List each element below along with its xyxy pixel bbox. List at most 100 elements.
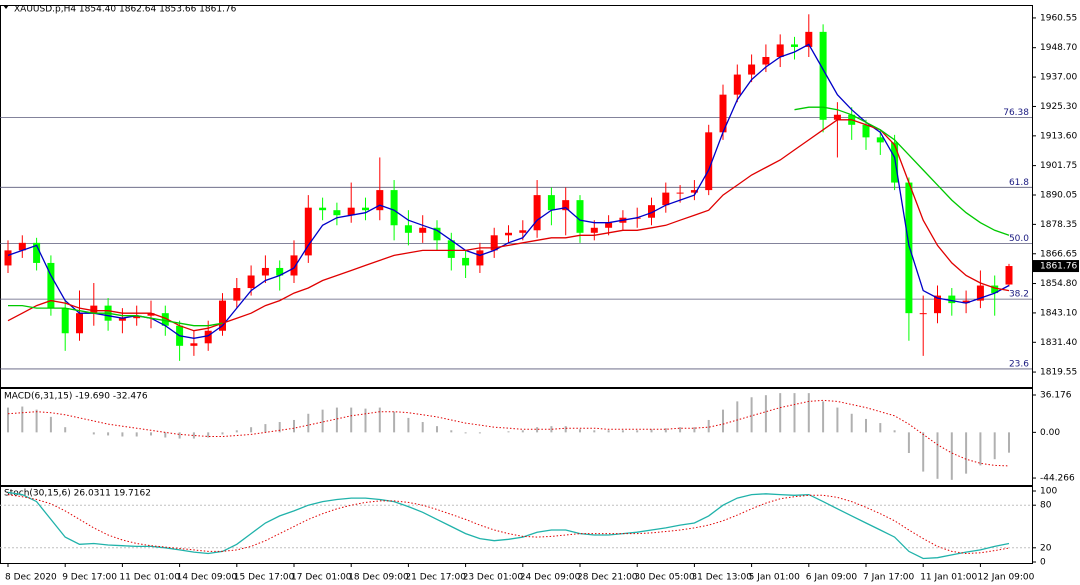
- y-tick-label: 1913.60: [1040, 131, 1077, 141]
- candle-body: [147, 313, 155, 316]
- moving-average: [7, 119, 1010, 332]
- candle-body: [662, 192, 670, 206]
- candle-body: [133, 315, 141, 319]
- candle-body: [733, 74, 741, 95]
- fibo-label: 38.2: [1009, 290, 1029, 300]
- candle-body: [61, 308, 69, 334]
- candle-body: [462, 257, 470, 266]
- x-tick-label: 17 Dec 01:00: [291, 573, 352, 583]
- y-tick-label: 1843.10: [1040, 308, 1077, 318]
- candle-body: [805, 31, 813, 47]
- candle-body: [190, 343, 198, 346]
- x-tick-label: 15 Dec 17:00: [234, 573, 295, 583]
- y-tick-label: 1948.70: [1040, 43, 1077, 53]
- macd-signal: [7, 399, 1010, 467]
- candle-body: [976, 285, 984, 301]
- candle-body: [433, 227, 441, 241]
- candle-body: [118, 318, 126, 321]
- y-tick-label: 36.176: [1040, 391, 1072, 401]
- y-tick-label: 1937.00: [1040, 73, 1077, 83]
- candle-body: [90, 305, 98, 314]
- last-price-label: 1861.76: [1040, 262, 1077, 272]
- x-tick-label: 21 Dec 17:00: [405, 573, 466, 583]
- fibo-label: 61.8: [1009, 178, 1029, 188]
- candle-body: [1005, 266, 1013, 285]
- candle-body: [319, 207, 327, 211]
- candle-body: [605, 222, 613, 228]
- moving-average: [7, 43, 1010, 339]
- panel-frame: [0, 5, 1033, 388]
- y-tick-label: 80: [1040, 501, 1052, 511]
- x-tick-label: 24 Dec 09:00: [520, 573, 581, 583]
- fibo-label: 50.0: [1009, 234, 1029, 244]
- candle-body: [304, 207, 312, 256]
- fibo-label: 23.6: [1009, 359, 1029, 369]
- y-tick-label: 1878.35: [1040, 220, 1077, 230]
- candle-body: [962, 300, 970, 304]
- candle-body: [505, 232, 512, 236]
- stoch-signal: [7, 494, 1010, 555]
- moving-average: [8, 106, 1010, 327]
- candle-body: [748, 64, 756, 75]
- candle-body: [776, 44, 784, 57]
- candle-body: [18, 242, 26, 251]
- candle-body: [333, 210, 341, 216]
- candle-body: [47, 262, 55, 309]
- candle-body: [905, 182, 913, 314]
- y-tick-label: 1925.30: [1040, 102, 1077, 112]
- candle-body: [862, 124, 870, 138]
- x-tick-label: 14 Dec 09:00: [177, 573, 238, 583]
- candle-body: [948, 295, 956, 304]
- candle-body: [791, 44, 798, 47]
- x-tick-label: 11 Jan 01:00: [920, 573, 977, 583]
- candle-body: [762, 56, 770, 65]
- y-tick-label: -44.266: [1040, 474, 1075, 484]
- candle-body: [347, 207, 355, 216]
- stoch-main: [7, 491, 1010, 560]
- last-price-box: [1033, 260, 1079, 273]
- candle-body: [934, 295, 941, 314]
- x-tick-label: 9 Dec 17:00: [62, 573, 117, 583]
- candle-body: [676, 192, 684, 194]
- candle-body: [590, 227, 598, 233]
- y-tick-label: 1831.40: [1040, 338, 1077, 348]
- x-tick-label: 5 Jan 01:00: [749, 573, 801, 583]
- candle-body: [833, 114, 841, 120]
- macd-title: MACD(6,31,15) -19.690 -32.476: [4, 392, 148, 402]
- x-tick-label: 11 Dec 01:00: [119, 573, 180, 583]
- fibo-label: 76.38: [1003, 108, 1029, 118]
- candle-body: [690, 190, 698, 193]
- stoch-title: Stoch(30,15,6) 26.0311 19.7162: [4, 489, 151, 499]
- y-tick-label: 1901.75: [1040, 161, 1077, 171]
- candle-body: [719, 94, 727, 133]
- candle-body: [648, 205, 655, 218]
- candle-body: [576, 200, 584, 233]
- candle-body: [219, 300, 226, 331]
- y-tick-label: 0: [1040, 558, 1046, 568]
- x-tick-label: 30 Dec 05:00: [634, 573, 695, 583]
- y-tick-label: 1890.05: [1040, 190, 1077, 200]
- candle-body: [476, 250, 484, 266]
- candle-body: [233, 288, 241, 301]
- candle-body: [562, 200, 570, 211]
- candle-body: [390, 190, 398, 226]
- y-tick-label: 1854.80: [1040, 279, 1077, 289]
- candle-body: [261, 267, 269, 276]
- candle-body: [376, 190, 384, 211]
- candle-body: [705, 132, 713, 191]
- panel-frame: [0, 388, 1033, 486]
- x-tick-label: 31 Dec 13:00: [691, 573, 752, 583]
- candle-body: [290, 255, 298, 276]
- x-tick-label: 23 Dec 01:00: [463, 573, 524, 583]
- y-tick-label: 20: [1040, 543, 1052, 553]
- y-tick-label: 100: [1040, 487, 1057, 497]
- y-tick-label: 1866.65: [1040, 249, 1077, 259]
- candle-body: [876, 137, 884, 143]
- candle-body: [204, 330, 212, 344]
- candle-body: [161, 313, 169, 326]
- candle-body: [490, 235, 498, 251]
- candle-body: [276, 267, 284, 276]
- candle-body: [819, 31, 827, 120]
